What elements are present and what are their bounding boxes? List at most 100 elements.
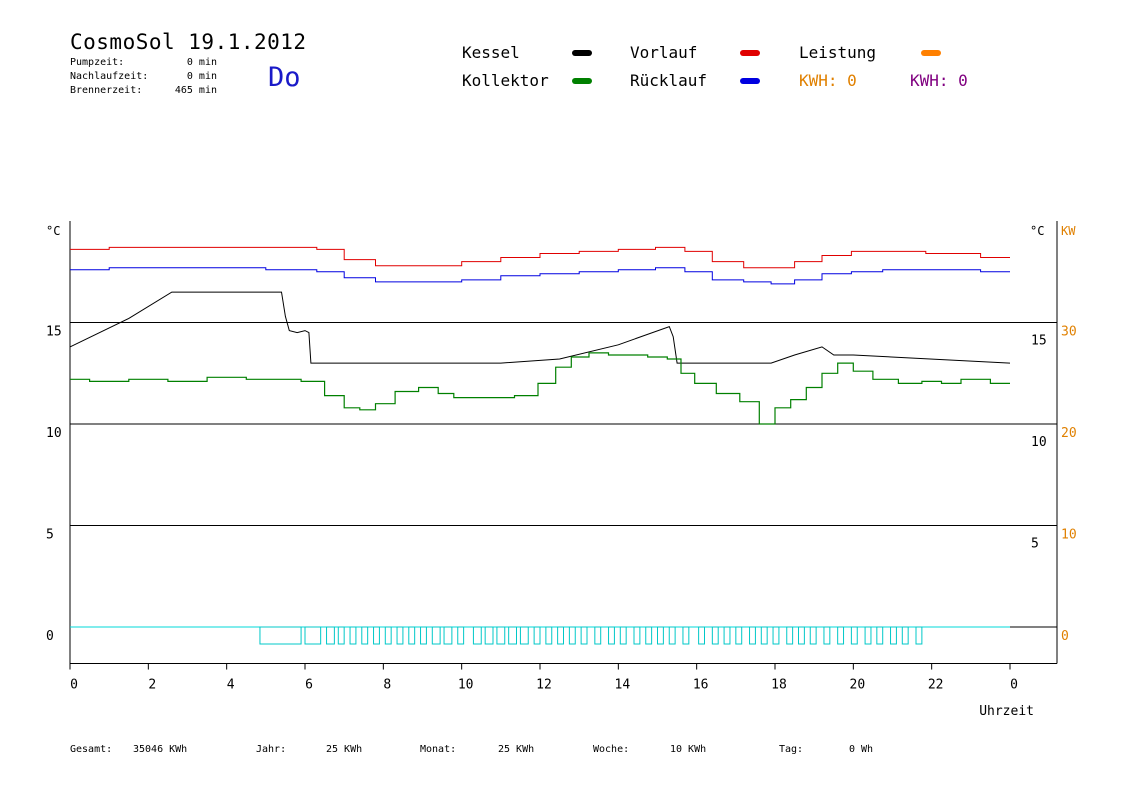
y-tick-label-kw: 10 <box>1061 528 1077 543</box>
pump-pulse <box>519 626 529 645</box>
pump-pulse <box>876 626 884 645</box>
pump-pulse <box>457 626 465 645</box>
footer-label-gesamt: Gesamt: <box>70 744 113 755</box>
footer-label-woche: Woche: <box>593 744 630 755</box>
series-line-kessel <box>69 291 1011 364</box>
x-tick-label: 20 <box>850 678 866 693</box>
pump-pulse <box>408 626 416 645</box>
footer-label-tag: Tag: <box>779 744 804 755</box>
stat-value-nachlauf: 0 min <box>186 71 217 82</box>
pump-pulse <box>619 626 627 645</box>
stat-value-pump: 0 min <box>186 57 217 68</box>
pump-pulse <box>545 626 553 645</box>
footer-value-jahr: 25 KWh <box>326 744 363 755</box>
pump-pulse <box>443 626 453 645</box>
stat-value-brenner: 465 min <box>174 85 217 96</box>
legend-label-kessel: Kessel <box>462 43 520 62</box>
x-tick-label: 0 <box>70 678 78 693</box>
footer-label-monat: Monat: <box>420 744 457 755</box>
y-tick-label-kw: 20 <box>1061 426 1077 441</box>
pump-pulse <box>472 626 482 645</box>
pump-pulse <box>901 626 909 645</box>
pump-pulse <box>337 626 345 645</box>
y-tick-label-left: 15 <box>46 325 62 340</box>
pump-pulse <box>396 626 404 645</box>
y-tick-label-right: 5 <box>1031 537 1039 552</box>
pump-pulse <box>431 626 441 645</box>
pump-pulse <box>837 626 845 645</box>
pump-pulse <box>484 626 494 645</box>
pump-pulse <box>259 626 302 645</box>
pump-pulse <box>304 626 322 645</box>
y-tick-label-left: 5 <box>46 528 54 543</box>
pump-pulse <box>496 626 506 645</box>
x-tick-label: 6 <box>305 678 313 693</box>
pump-pulse <box>850 626 858 645</box>
stat-label-brenner: Brennerzeit: <box>70 85 143 96</box>
legend-label-kollektor: Kollektor <box>462 71 549 90</box>
x-tick-label: 14 <box>615 678 631 693</box>
footer-value-monat: 25 KWh <box>498 744 535 755</box>
pump-pulse <box>915 626 923 645</box>
pump-pulse <box>786 626 794 645</box>
footer-value-gesamt: 35046 KWh <box>133 744 188 755</box>
series-line-kollektor <box>70 352 1010 425</box>
pump-pulse <box>326 626 335 645</box>
pump-pulse <box>823 626 831 645</box>
pump-pulse <box>668 626 676 645</box>
pump-pulse <box>557 626 564 645</box>
pump-pulse <box>349 626 357 645</box>
pump-pulse <box>723 626 731 645</box>
pump-pulse <box>373 626 380 645</box>
x-tick-label: 8 <box>383 678 391 693</box>
pump-pulse <box>809 626 817 645</box>
legend-swatch-kessel <box>572 50 592 56</box>
x-tick-label: 12 <box>536 678 552 693</box>
legend-swatch-kollektor <box>572 78 592 84</box>
legend-swatch-vorlauf <box>740 50 760 56</box>
x-axis-label: Uhrzeit <box>979 704 1034 719</box>
pump-pulse <box>608 626 615 645</box>
pump-pulse <box>772 626 780 645</box>
x-tick-label: 22 <box>928 678 944 693</box>
footer-label-jahr: Jahr: <box>256 744 287 755</box>
pump-pulse <box>711 626 719 645</box>
x-tick-label: 10 <box>458 678 474 693</box>
pump-pulse <box>798 626 805 645</box>
stat-label-pump: Pumpzeit: <box>70 57 125 68</box>
x-tick-label: 16 <box>693 678 709 693</box>
y-tick-label-right: 10 <box>1031 435 1047 450</box>
pump-pulse <box>682 626 690 645</box>
pump-pulse <box>749 626 756 645</box>
pump-pulse <box>633 626 641 645</box>
weekday-label: Do <box>268 62 301 93</box>
y-axis-label-right: °C <box>1030 224 1044 238</box>
pump-pulse <box>735 626 743 645</box>
y-axis-label-kw: KW <box>1061 224 1076 238</box>
pump-pulse <box>361 626 369 645</box>
pump-pulse <box>657 626 664 645</box>
x-tick-label: 18 <box>771 678 787 693</box>
y-tick-label-kw: 0 <box>1061 629 1069 644</box>
chart-title: CosmoSol 19.1.2012 <box>70 30 307 54</box>
pump-pulse <box>420 626 427 645</box>
legend-kwh-secondary: KWH: 0 <box>910 71 968 90</box>
legend-kwh-leistung: KWH: 0 <box>799 71 857 90</box>
pump-pulse <box>568 626 576 645</box>
legend-swatch-leistung <box>921 50 941 56</box>
series-line-vorlauf <box>70 246 1010 269</box>
y-tick-label-left: 0 <box>46 629 54 644</box>
footer-value-woche: 10 KWh <box>670 744 707 755</box>
y-tick-label-left: 10 <box>46 426 62 441</box>
x-tick-label: 4 <box>227 678 235 693</box>
x-tick-label: 0 <box>1010 678 1018 693</box>
legend-label-vorlauf: Vorlauf <box>630 43 698 62</box>
legend-label-ruecklauf: Rücklauf <box>630 71 708 90</box>
y-tick-label-kw: 30 <box>1061 325 1077 340</box>
pump-pulse <box>384 626 392 645</box>
pump-pulse <box>580 626 588 645</box>
footer-value-tag: 0 Wh <box>849 744 874 755</box>
pump-pulse <box>698 626 705 645</box>
legend-swatch-ruecklauf <box>740 78 760 84</box>
